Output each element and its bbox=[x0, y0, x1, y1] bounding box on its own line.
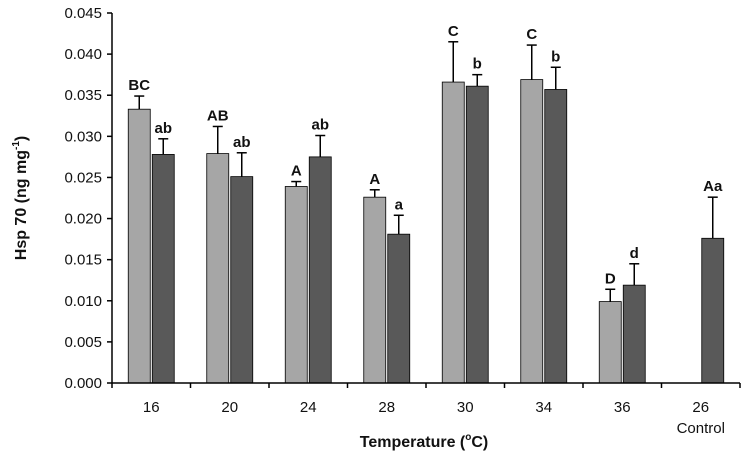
x-axis-title: Temperature (oC) bbox=[360, 432, 489, 451]
x-tick-label-7: 26 bbox=[692, 399, 709, 416]
y-tick-label-2: 0.010 bbox=[64, 293, 102, 310]
y-tick-label-8: 0.040 bbox=[64, 46, 102, 63]
y-tick-label-4: 0.020 bbox=[64, 211, 102, 228]
y-tick-label-1: 0.005 bbox=[64, 334, 102, 351]
significance-label-s0-2: A bbox=[291, 163, 302, 180]
bar-s1-7 bbox=[701, 237, 725, 384]
bar-s0-3 bbox=[363, 196, 387, 384]
bar-s1-0 bbox=[151, 154, 175, 384]
y-tick-label-3: 0.015 bbox=[64, 252, 102, 269]
significance-label-s1-1: ab bbox=[233, 134, 251, 151]
bar-s1-6 bbox=[622, 284, 646, 384]
y-tick-label-0: 0.000 bbox=[64, 375, 102, 392]
y-tick-label-6: 0.030 bbox=[64, 128, 102, 145]
significance-label-s1-7: Aa bbox=[703, 178, 723, 195]
x-tick-sublabel-7: Control bbox=[677, 420, 725, 437]
bar-s0-0 bbox=[127, 108, 151, 384]
bar-s0-1 bbox=[206, 153, 230, 384]
x-tick-label-5: 34 bbox=[535, 399, 552, 416]
significance-label-s0-5: C bbox=[526, 26, 537, 43]
significance-label-s1-6: d bbox=[630, 245, 639, 262]
y-tick-label-7: 0.035 bbox=[64, 87, 102, 104]
significance-label-s0-3: A bbox=[369, 171, 380, 188]
significance-label-s0-4: C bbox=[448, 23, 459, 40]
y-tick-label-9: 0.045 bbox=[64, 5, 102, 22]
y-tick-label-5: 0.025 bbox=[64, 169, 102, 186]
y-axis-title: Hsp 70 (ng mg-1) bbox=[11, 136, 30, 260]
bar-s1-2 bbox=[308, 156, 332, 384]
significance-label-s0-6: D bbox=[605, 270, 616, 287]
bar-s0-4 bbox=[441, 81, 465, 384]
x-tick-label-0: 16 bbox=[143, 399, 160, 416]
bar-s1-3 bbox=[387, 233, 411, 384]
significance-label-s0-0: BC bbox=[128, 77, 150, 94]
x-tick-label-6: 36 bbox=[614, 399, 631, 416]
x-tick-label-3: 28 bbox=[378, 399, 395, 416]
significance-label-s1-3: a bbox=[395, 196, 404, 213]
significance-label-s1-2: ab bbox=[311, 117, 329, 134]
chart-axes: 0.000 0.005 0.010 0.015 0.020 0.025 0.030 0.035… bbox=[64, 5, 741, 437]
x-tick-label-2: 24 bbox=[300, 399, 317, 416]
significance-label-s1-0: ab bbox=[154, 120, 172, 137]
bar-s0-6 bbox=[598, 301, 622, 384]
bar-s0-2 bbox=[284, 186, 308, 384]
bar-s0-5 bbox=[520, 79, 544, 384]
significance-label-s1-5: b bbox=[551, 48, 560, 65]
bar-s1-1 bbox=[230, 176, 254, 384]
x-tick-label-4: 30 bbox=[457, 399, 474, 416]
significance-label-s0-1: AB bbox=[207, 107, 229, 124]
significance-label-s1-4: b bbox=[473, 56, 482, 73]
bar-s1-4 bbox=[465, 85, 489, 384]
x-tick-label-1: 20 bbox=[221, 399, 238, 416]
bar-s1-5 bbox=[544, 89, 568, 384]
